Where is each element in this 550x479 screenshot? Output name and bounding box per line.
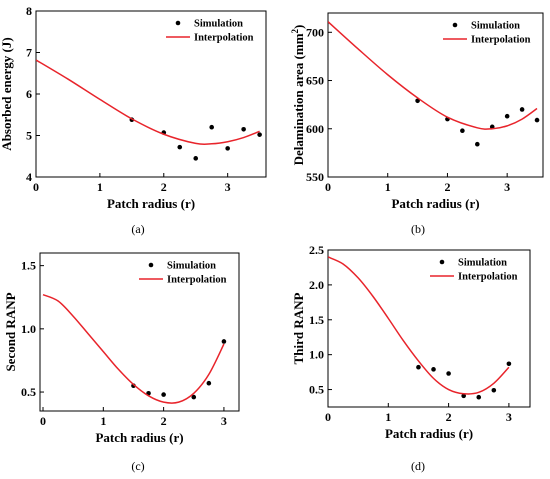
data-point-simulation [534, 117, 540, 123]
data-point-simulation [506, 361, 512, 367]
y-tick-label: 650 [306, 74, 324, 88]
y-axis-label-main: Second RANP [3, 292, 18, 371]
x-tick-label: 3 [504, 180, 510, 194]
y-tick-label: 700 [306, 25, 324, 39]
y-axis-label-tail: ) [291, 25, 306, 29]
data-point-simulation [241, 126, 246, 132]
legend-label-simulation: Simulation [194, 19, 243, 30]
y-axis-label: Absorbed energy (J) [0, 37, 14, 150]
data-point-simulation [191, 394, 197, 400]
data-point-simulation [161, 392, 166, 397]
data-point-simulation [476, 394, 482, 400]
y-tick-label: 1.0 [21, 322, 36, 336]
legend-label-interpolation: Interpolation [458, 272, 518, 283]
x-tick-label: 0 [40, 414, 46, 428]
y-tick-label: 2.5 [309, 243, 324, 257]
x-tick-label: 0 [33, 180, 39, 194]
x-axis-label: Patch radius (r) [385, 426, 473, 441]
plot-frame [327, 12, 544, 178]
y-tick-label: 7 [26, 46, 32, 60]
plot-frame [39, 252, 240, 412]
y-tick-label: 6 [26, 87, 32, 101]
data-point-simulation [446, 371, 451, 376]
y-tick-label: 8 [26, 4, 32, 18]
data-point-simulation [177, 144, 183, 150]
legend-marker-simulation [175, 20, 181, 26]
x-tick-label: 1 [385, 180, 391, 194]
legend-marker-simulation [148, 262, 154, 268]
chart-3: 0 1 2 3 0.5 1.0 1.5 2.0 2.5 Patch radius (r) Third… [291, 243, 531, 473]
x-axis-label: Patch radius (r) [107, 196, 195, 211]
data-point-simulation [221, 339, 227, 344]
legend-label-simulation: Simulation [458, 258, 507, 269]
y-axis-label: Second RANP [3, 292, 18, 371]
y-tick-label: 600 [306, 122, 324, 136]
data-point-simulation [461, 393, 466, 399]
data-point-simulation [519, 107, 525, 112]
data-point-simulation [193, 156, 199, 161]
legend-label-interpolation: Interpolation [194, 33, 254, 44]
data-point-simulation [460, 128, 465, 133]
data-point-simulation [475, 141, 480, 147]
y-axis-label-main: Third RANP [291, 293, 306, 365]
legend-label-simulation: Simulation [471, 21, 520, 32]
data-point-simulation [209, 124, 214, 130]
data-point-simulation [431, 367, 436, 372]
x-tick-label: 2 [161, 414, 167, 428]
data-point-simulation [415, 98, 420, 104]
y-axis-label-sup: 2 [290, 28, 300, 33]
data-point-simulation [416, 364, 421, 370]
y-tick-label: 0.5 [309, 383, 324, 397]
series-line-interpolation [42, 294, 225, 404]
x-tick-label: 3 [506, 410, 512, 424]
y-tick-label: 550 [306, 170, 324, 184]
legend-marker-simulation [452, 22, 458, 28]
y-tick-label: 1.5 [21, 259, 36, 273]
data-point-simulation [225, 146, 230, 151]
data-point-simulation [206, 380, 212, 386]
legend-label-interpolation: Interpolation [471, 35, 531, 46]
x-tick-label: 0 [325, 180, 331, 194]
data-point-simulation [491, 387, 497, 393]
x-tick-label: 2 [446, 410, 452, 424]
x-tick-label: 1 [97, 180, 103, 194]
x-axis-label: Patch radius (r) [391, 196, 479, 211]
chart-1: 0 1 2 3 550 600 650 700 Patch radius (r) Delamina… [290, 12, 544, 236]
legend-marker-simulation [439, 259, 445, 265]
panel-caption: (b) [411, 222, 425, 236]
x-tick-label: 2 [444, 180, 450, 194]
x-tick-label: 1 [100, 414, 106, 428]
y-axis-label-main: Absorbed energy (J) [0, 37, 14, 150]
panel-caption: (a) [131, 222, 144, 236]
chart-2: 0 1 2 3 0.5 1.0 1.5 Patch radius (r) Second RANP… [3, 252, 240, 473]
panel-caption: (d) [411, 459, 425, 473]
panel-caption: (c) [131, 459, 144, 473]
y-tick-label: 5 [26, 129, 32, 143]
y-tick-label: 1.0 [309, 348, 324, 362]
chart-0: 0 1 2 3 4 5 6 7 8 Patch radius (r) Absorbed energy… [0, 4, 267, 236]
y-axis-label-main: Delamination area (mm [291, 33, 306, 165]
legend-label-interpolation: Interpolation [167, 275, 227, 286]
y-tick-label: 0.5 [21, 385, 36, 399]
plot-frame [327, 249, 531, 408]
x-tick-label: 2 [161, 180, 167, 194]
series-line-interpolation [36, 59, 260, 146]
x-axis-label: Patch radius (r) [95, 430, 183, 445]
x-tick-label: 1 [385, 410, 391, 424]
y-axis-label: Delamination area (mm2) [290, 25, 306, 166]
legend-label-simulation: Simulation [167, 261, 216, 272]
x-tick-label: 3 [221, 414, 227, 428]
y-axis-label: Third RANP [291, 293, 306, 365]
data-point-simulation [257, 132, 262, 137]
data-point-simulation [504, 113, 510, 119]
y-tick-label: 2.0 [309, 278, 324, 292]
series-line-interpolation [328, 21, 538, 130]
x-tick-label: 0 [325, 410, 331, 424]
x-tick-label: 3 [225, 180, 231, 194]
y-tick-label: 1.5 [309, 313, 324, 327]
series-line-interpolation [328, 256, 510, 395]
y-tick-label: 4 [26, 170, 32, 184]
